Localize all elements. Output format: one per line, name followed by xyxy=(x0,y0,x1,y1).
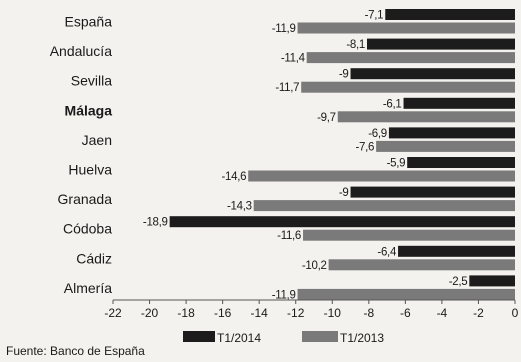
bar-T1-2014 xyxy=(403,97,515,109)
bar-T1-2014 xyxy=(366,38,515,50)
x-tick-label: -8 xyxy=(363,306,374,320)
bar-T1-2014 xyxy=(407,157,515,168)
x-tick-label: -12 xyxy=(287,306,305,320)
data-label: -14,6 xyxy=(221,171,246,183)
x-tick-label: -2 xyxy=(473,306,484,320)
x-tick-label: -10 xyxy=(324,306,342,320)
category-label: Jaen xyxy=(82,132,112,148)
x-tick-label: -4 xyxy=(437,306,448,320)
x-tick-label: -16 xyxy=(214,306,232,320)
category-label: Andalucía xyxy=(50,43,112,59)
data-label: -11,6 xyxy=(277,230,301,242)
bar-T1-2014 xyxy=(388,127,515,139)
data-label: -11,9 xyxy=(272,23,296,35)
data-label: -18,9 xyxy=(143,217,168,229)
bar-T1-2013 xyxy=(376,140,515,152)
bar-T1-2013 xyxy=(301,81,515,93)
legend-swatch xyxy=(183,331,215,342)
bar-T1-2014 xyxy=(398,245,515,257)
data-label: -9,7 xyxy=(317,112,336,124)
source-note: Fuente: Banco de España xyxy=(6,344,145,358)
bar-T1-2013 xyxy=(328,259,515,271)
bar-T1-2013 xyxy=(303,229,515,241)
bar-T1-2013 xyxy=(297,288,515,300)
bar-T1-2013 xyxy=(248,170,515,182)
data-label: -11,7 xyxy=(275,82,299,94)
bar-T1-2013 xyxy=(297,22,515,34)
x-tick-label: -22 xyxy=(104,306,122,320)
x-tick-label: -14 xyxy=(251,306,269,320)
bar-T1-2013 xyxy=(253,200,515,212)
legend-swatch xyxy=(302,331,338,342)
x-tick-label: 0 xyxy=(512,306,519,320)
data-label: -9 xyxy=(339,187,349,199)
bar-T1-2013 xyxy=(306,52,515,64)
data-label: -11,9 xyxy=(272,289,296,301)
bar-T1-2014 xyxy=(169,216,516,228)
category-label: Cádiz xyxy=(76,250,112,266)
data-label: -9 xyxy=(339,69,349,81)
data-label: -6,9 xyxy=(368,128,387,140)
data-label: -6,1 xyxy=(383,98,402,110)
data-label: -6,4 xyxy=(377,246,397,258)
category-label: Málaga xyxy=(65,102,113,118)
x-tick-label: -20 xyxy=(141,306,159,320)
data-label: -14,3 xyxy=(227,201,252,213)
category-label: Huelva xyxy=(68,162,112,178)
x-tick-label: -6 xyxy=(400,306,411,320)
bar-T1-2014 xyxy=(350,186,515,198)
bar-T1-2013 xyxy=(337,111,515,123)
data-label: -10,2 xyxy=(302,260,327,272)
legend-label: T1/2013 xyxy=(340,331,384,345)
category-label: Granada xyxy=(58,191,113,207)
category-label: Almería xyxy=(64,280,112,296)
data-label: -7,1 xyxy=(365,10,384,22)
data-label: -5,9 xyxy=(387,158,406,170)
data-label: -2,5 xyxy=(449,276,468,288)
data-label: -11,4 xyxy=(281,53,306,65)
category-label: Códoba xyxy=(63,221,112,237)
x-tick-label: -18 xyxy=(177,306,195,320)
data-label: -7,6 xyxy=(356,141,375,153)
data-label: -8,1 xyxy=(346,39,365,51)
bar-T1-2014 xyxy=(385,9,515,20)
category-label: Sevilla xyxy=(71,73,112,89)
bar-T1-2014 xyxy=(350,68,515,80)
category-label: España xyxy=(65,14,113,30)
bar-T1-2014 xyxy=(469,275,515,287)
legend-label: T1/2014 xyxy=(217,331,261,345)
